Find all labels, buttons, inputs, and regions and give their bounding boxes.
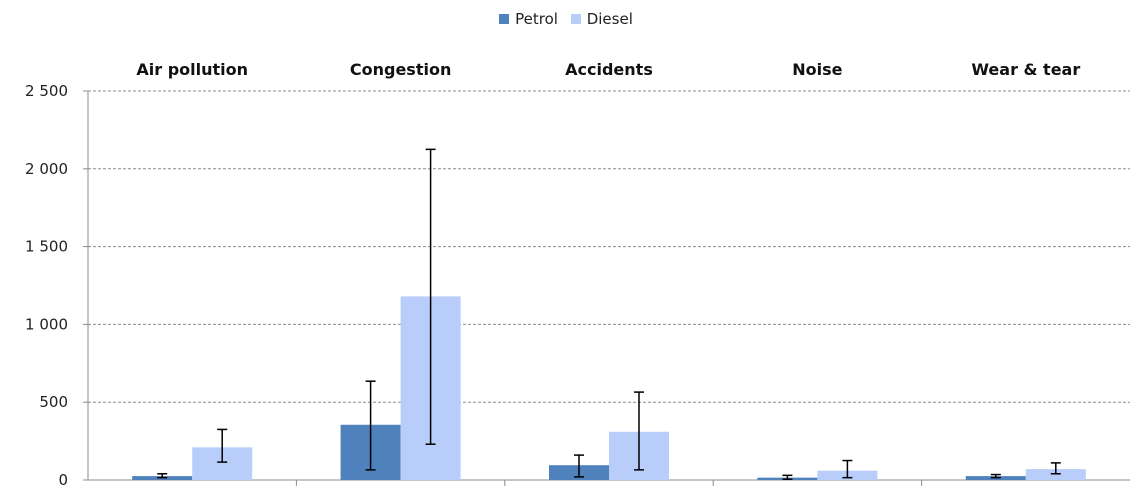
- legend-swatch-diesel: [570, 14, 581, 24]
- category-label-air-pollution: Air pollution: [136, 60, 248, 79]
- chart-legend: Petrol Diesel: [0, 10, 1132, 28]
- category-label-wear-tear: Wear & tear: [971, 60, 1080, 79]
- category-label-accidents: Accidents: [565, 60, 653, 79]
- y-tick-label: 500: [39, 393, 68, 411]
- legend-label-petrol: Petrol: [515, 10, 558, 28]
- legend-label-diesel: Diesel: [586, 10, 633, 28]
- y-tick-label: 0: [58, 471, 68, 486]
- legend-swatch-petrol: [499, 14, 510, 24]
- legend-item-petrol: Petrol: [499, 10, 558, 28]
- y-tick-label: 2 500: [25, 82, 68, 100]
- legend-item-diesel: Diesel: [570, 10, 633, 28]
- category-label-noise: Noise: [792, 60, 842, 79]
- category-label-congestion: Congestion: [350, 60, 451, 79]
- y-tick-label: 2 000: [25, 160, 68, 178]
- y-tick-label: 1 500: [25, 238, 68, 256]
- bar-diesel-wear-tear: [1025, 469, 1086, 480]
- y-tick-label: 1 000: [25, 315, 68, 333]
